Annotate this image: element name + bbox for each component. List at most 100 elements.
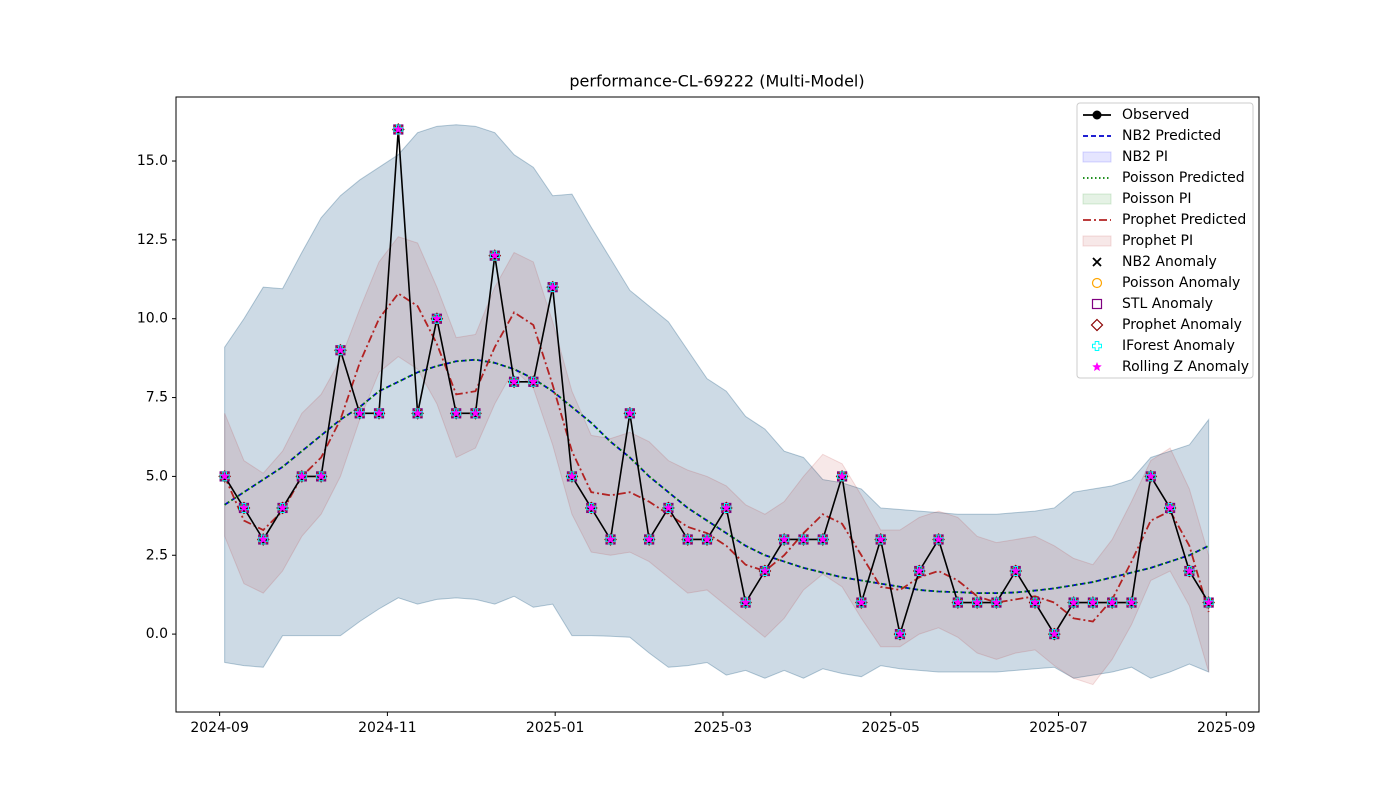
axes: 0.0 2.5 5.0 7.5 10.0 12.5 15.0 2024-09 2024-11 20…: [137, 153, 1256, 736]
y-tick-label: 0.0: [146, 626, 168, 642]
anomaly-marker: [759, 566, 770, 577]
anomaly-marker: [702, 534, 712, 544]
legend-marker: [1092, 110, 1102, 120]
x-tick-label: 2025-07: [1029, 720, 1088, 736]
legend-label: IForest Anomaly: [1122, 338, 1235, 354]
anomaly-marker: [1145, 471, 1156, 481]
anomaly-marker: [1010, 566, 1021, 577]
legend-label: Prophet PI: [1122, 233, 1193, 249]
anomaly-marker: [238, 502, 249, 513]
y-tick-label: 10.0: [137, 311, 168, 327]
anomaly-marker: [1165, 502, 1176, 513]
anomaly-marker: [431, 313, 442, 323]
anomaly-marker: [296, 471, 307, 482]
anomaly-marker: [277, 502, 288, 513]
anomaly-marker: [991, 597, 1002, 607]
y-tick-label: 7.5: [146, 390, 168, 406]
anomaly-marker: [1145, 471, 1156, 482]
anomaly-marker: [1087, 597, 1098, 608]
axes-frame: [175, 96, 1260, 713]
anomaly-marker: [586, 502, 597, 513]
anomaly-marker: [258, 534, 269, 544]
anomaly-marker: [528, 376, 539, 387]
legend-label: Prophet Predicted: [1122, 212, 1246, 228]
legend-marker: [1090, 318, 1104, 332]
anomaly-marker: [316, 471, 327, 481]
anomaly-marker: [759, 565, 770, 576]
anomaly-marker: [335, 345, 346, 356]
legend-box: [1076, 102, 1254, 379]
anomaly-marker: [817, 534, 828, 544]
interval-band: [224, 124, 1210, 679]
interval-band: [224, 124, 1210, 679]
anomaly-marker: [914, 565, 925, 576]
anomaly-marker: [721, 502, 732, 513]
anomaly-marker: [972, 597, 983, 608]
x-tick-label: 2024-09: [190, 720, 249, 736]
anomaly-marker: [952, 597, 963, 607]
anomaly-marker: [451, 408, 462, 418]
anomaly-marker: [1107, 597, 1118, 608]
anomaly-marker: [605, 534, 616, 545]
x-tick-label: 2025-01: [526, 720, 585, 736]
legend: Observed NB2 Predicted NB2 PI Poisson Predi…: [1076, 102, 1254, 379]
anomaly-marker: [1049, 628, 1060, 639]
anomaly-marker: [374, 408, 384, 418]
anomaly-marker: [1068, 597, 1079, 607]
anomaly-marker: [1030, 597, 1040, 607]
anomaly-marker: [644, 534, 655, 544]
anomaly-marker: [875, 534, 886, 545]
anomaly-marker: [605, 534, 616, 544]
anomaly-marker: [296, 471, 307, 481]
legend-marker: [1092, 257, 1102, 267]
anomaly-marker: [238, 502, 249, 513]
anomaly-marker: [547, 281, 558, 292]
anomaly-marker: [894, 629, 905, 640]
anomaly-marker: [702, 534, 713, 545]
legend-marker: [1091, 277, 1103, 289]
anomaly-marker: [566, 471, 577, 482]
anomaly-marker: [316, 471, 327, 482]
x-tick-label: 2025-05: [861, 720, 920, 736]
anomaly-marker: [470, 408, 481, 419]
anomaly-marker: [489, 250, 500, 260]
anomaly-marker: [489, 250, 500, 261]
anomaly-marker: [374, 408, 385, 419]
anomaly-marker: [219, 471, 230, 481]
legend-marker: [1092, 341, 1102, 351]
anomaly-marker: [509, 376, 520, 387]
anomaly-marker: [1030, 597, 1041, 608]
series-line: [223, 129, 1210, 636]
anomaly-marker: [412, 408, 423, 418]
y-tick-label: 12.5: [137, 232, 168, 248]
y-tick-label: 2.5: [146, 547, 168, 563]
anomaly-marker: [914, 566, 925, 577]
anomaly-marker: [721, 502, 732, 513]
anomaly-marker: [798, 534, 809, 544]
legend-marker: [1092, 361, 1102, 372]
anomaly-marker: [528, 376, 539, 387]
anomaly-marker: [1068, 597, 1079, 608]
anomaly-marker: [682, 534, 693, 545]
anomaly-marker: [991, 597, 1002, 608]
x-tick-label: 2025-03: [694, 720, 753, 736]
anomaly-marker: [779, 534, 790, 545]
anomaly-marker: [933, 534, 944, 544]
x-tick-label: 2025-09: [1197, 720, 1256, 736]
anomaly-marker: [258, 534, 269, 545]
anomaly-marker: [277, 502, 288, 513]
anomaly-marker: [933, 534, 944, 545]
anomaly-marker: [644, 534, 655, 545]
anomaly-marker: [740, 597, 751, 607]
anomaly-marker: [586, 502, 597, 513]
legend-label: NB2 PI: [1122, 149, 1168, 165]
legend-swatch: [1082, 235, 1112, 247]
anomaly-marker: [798, 534, 809, 545]
anomaly-marker: [817, 534, 828, 545]
anomaly-marker: [1184, 565, 1195, 576]
anomaly-marker: [663, 502, 674, 513]
anomaly-marker: [393, 124, 404, 135]
anomaly-marker: [856, 597, 867, 608]
anomaly-marker: [1165, 502, 1176, 513]
